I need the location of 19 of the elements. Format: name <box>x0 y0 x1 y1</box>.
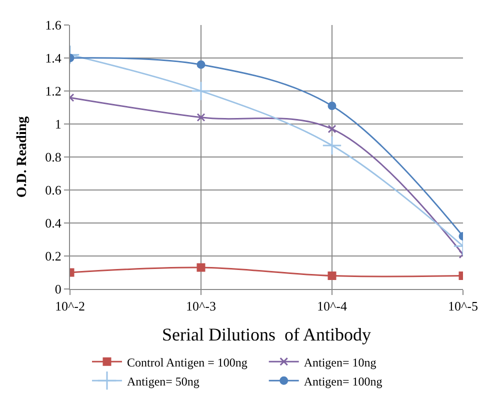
legend-label: Control Antigen = 100ng <box>127 355 248 370</box>
y-tick-label: 0.2 <box>45 248 62 264</box>
x-tick-label: 10^-3 <box>186 298 216 314</box>
x-axis-title: Serial Dilutions of Antibody <box>162 324 371 345</box>
y-tick-label: 1.4 <box>45 50 62 66</box>
y-tick-label: 1.2 <box>45 84 62 99</box>
y-tick-label: 0.6 <box>45 182 62 198</box>
legend-label: Antigen= 50ng <box>127 374 200 388</box>
y-tick-label: 0.8 <box>45 150 62 165</box>
x-tick-label: 10^-4 <box>317 298 348 314</box>
x-tick-label: 10^-5 <box>448 298 478 314</box>
y-tick-label: 1 <box>54 116 62 132</box>
y-axis-title: O.D. Reading <box>14 116 30 198</box>
legend-label: Antigen= 10ng <box>304 355 376 370</box>
legend-label: Antigen= 100ng <box>304 374 382 388</box>
y-tick-label: 0 <box>54 282 62 297</box>
y-tick-label: 0.4 <box>45 216 62 231</box>
x-tick-label: 10^-2 <box>55 298 85 314</box>
y-tick-label: 1.6 <box>45 18 62 33</box>
